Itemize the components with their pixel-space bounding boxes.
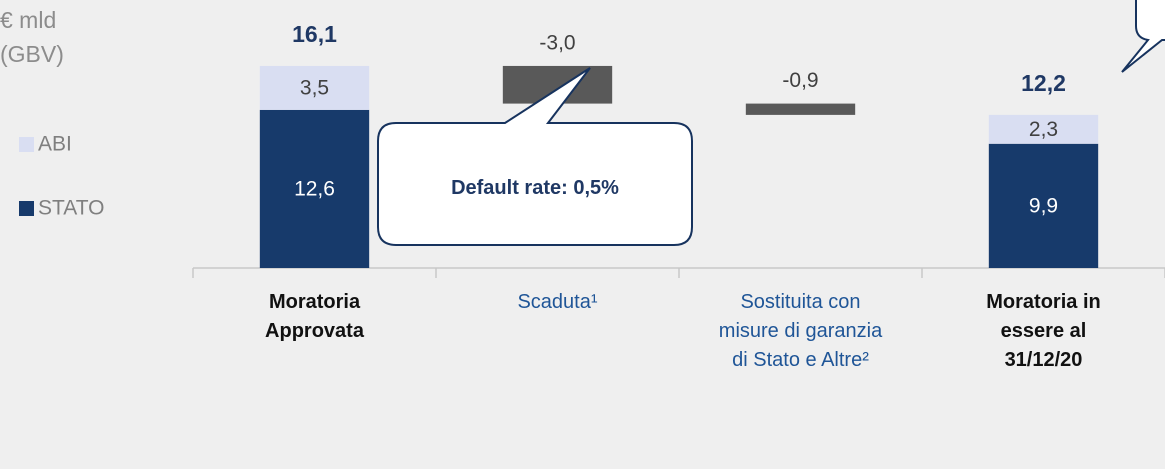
unit-label: € mld: [0, 7, 56, 33]
unit-label: (GBV): [0, 41, 64, 67]
x-tick-label-line: 31/12/20: [1004, 349, 1083, 371]
callout-text: Default rate: 0,5%: [451, 177, 619, 199]
x-tick-label: Moratoria Approvata: [195, 288, 435, 346]
data-label: 12,6: [294, 177, 335, 200]
x-tick-label: Moratoria in essere al 31/12/20: [924, 288, 1164, 375]
data-label: -3,0: [539, 31, 575, 54]
bar-segment: [259, 109, 370, 269]
x-tick-label-line: Moratoria in: [986, 291, 1101, 313]
data-label: -0,9: [782, 69, 818, 92]
total-label: 16,1: [292, 21, 337, 47]
legend-label: STATO: [38, 197, 105, 220]
bar-segment: [988, 143, 1099, 268]
data-label: 9,9: [1029, 194, 1058, 217]
x-tick-label-line: essere al: [1000, 320, 1087, 342]
data-label: 3,5: [300, 76, 329, 99]
x-tick-label: Scaduta¹: [438, 288, 678, 317]
x-tick-label-line: di Stato e Altre²: [732, 349, 869, 371]
change-bar: [745, 103, 856, 115]
legend-swatch: [19, 137, 34, 152]
legend-label: ABI: [38, 133, 72, 156]
bar-segment: [988, 114, 1099, 144]
legend-swatch: [19, 201, 34, 216]
x-tick-label-line: Moratoria: [268, 291, 361, 313]
x-tick-label-line: Scaduta¹: [517, 291, 598, 313]
callout: [1121, 0, 1165, 73]
x-tick-label-line: misure di garanzia: [718, 320, 883, 342]
x-tick-label-line: Sostituita con: [740, 291, 861, 313]
data-label: 2,3: [1029, 118, 1058, 141]
callout: [377, 67, 693, 246]
bar-segment: [259, 65, 370, 110]
x-tick-label: Sostituita con misure di garanzia di Stato…: [681, 288, 921, 375]
x-tick-label-line: Approvata: [265, 320, 364, 342]
total-label: 12,2: [1021, 70, 1066, 96]
